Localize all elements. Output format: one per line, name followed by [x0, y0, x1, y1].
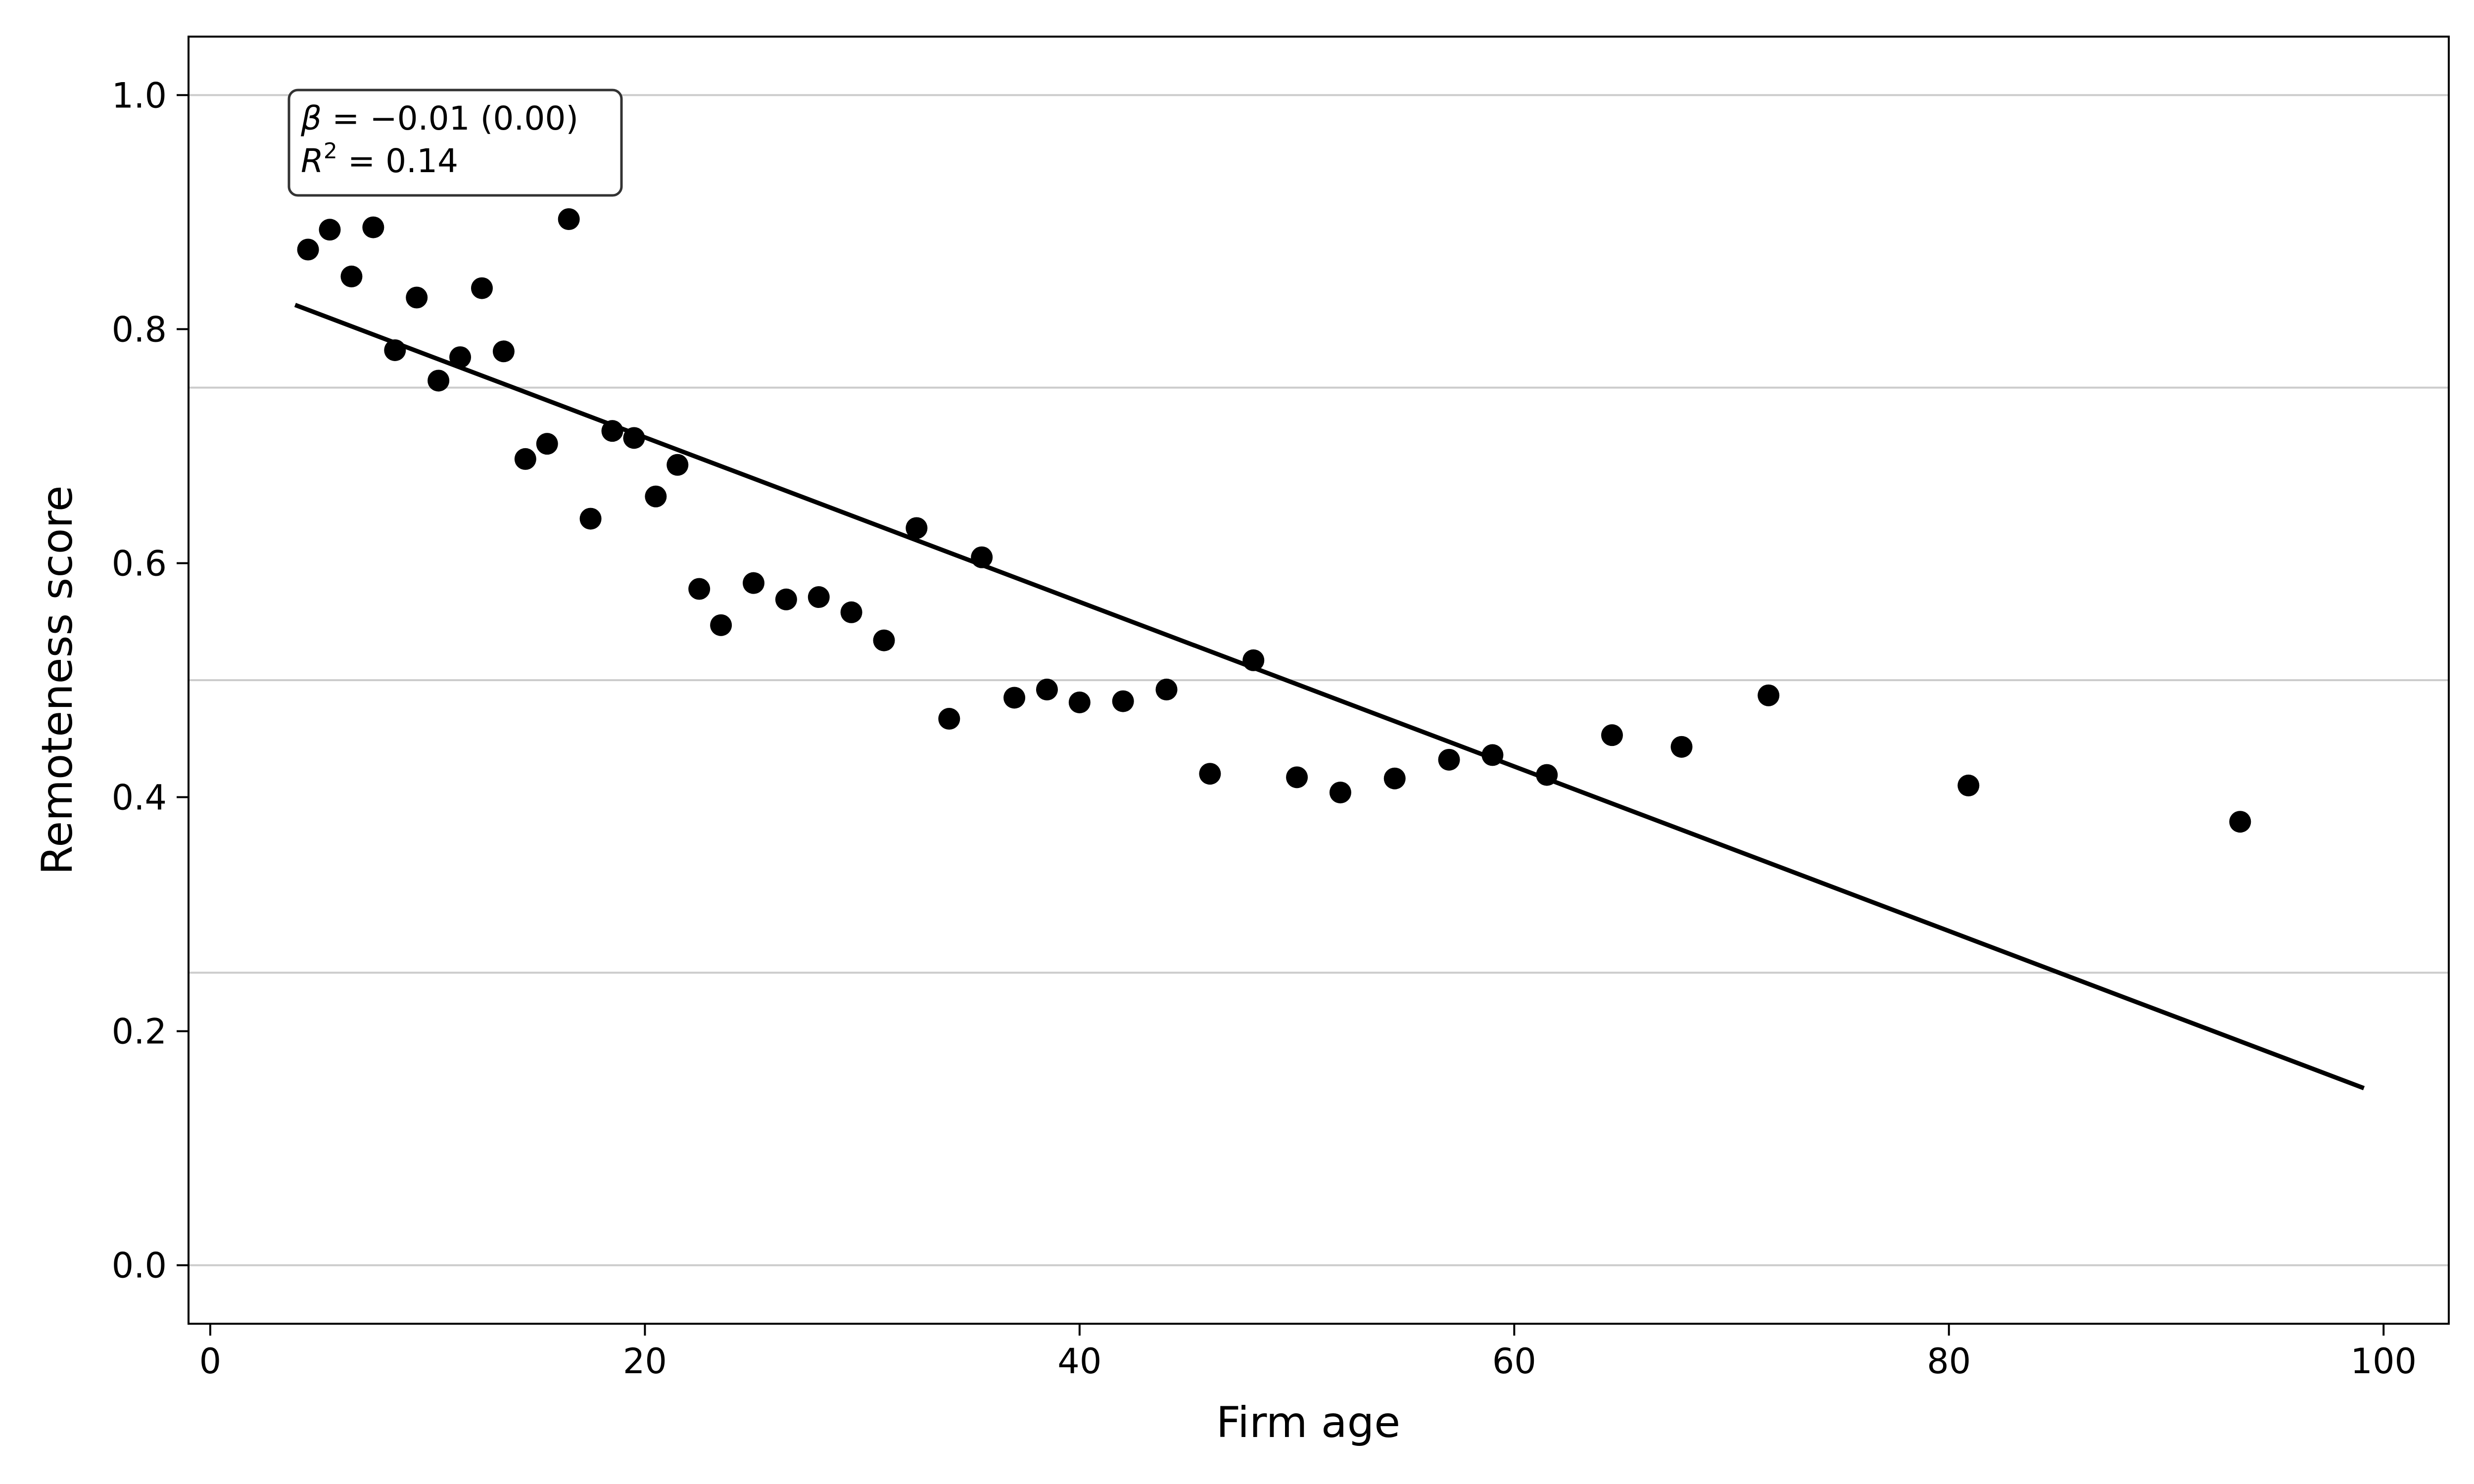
- plot-area-frame: [188, 36, 2450, 1325]
- x-tick-label: 60: [1492, 1341, 1536, 1382]
- data-point: [688, 578, 711, 600]
- annotation-beta: β = −0.01 (0.00): [300, 99, 578, 138]
- data-point: [319, 219, 341, 241]
- data-point: [1112, 690, 1134, 712]
- y-tick-label: 0.0: [112, 1246, 167, 1286]
- x-tick-label: 100: [2350, 1341, 2417, 1382]
- data-point: [2229, 811, 2251, 833]
- y-tick-label: 0.4: [112, 778, 167, 818]
- data-point: [362, 216, 384, 238]
- data-point: [1601, 724, 1623, 746]
- data-point: [1286, 766, 1308, 788]
- data-point: [579, 508, 602, 530]
- data-point: [645, 485, 667, 508]
- data-point: [1383, 767, 1406, 789]
- data-point: [1003, 687, 1026, 709]
- data-point: [743, 572, 764, 594]
- data-point: [340, 265, 363, 287]
- data-point: [971, 546, 993, 568]
- regression-annotation: β = −0.01 (0.00) R2 = 0.14: [287, 89, 623, 197]
- r2-symbol: R: [301, 142, 324, 180]
- data-point: [775, 588, 797, 610]
- data-point: [710, 614, 732, 636]
- r2-value: = 0.14: [337, 142, 458, 180]
- annotation-r2: R2 = 0.14: [301, 139, 458, 180]
- y-tick-label: 0.6: [112, 543, 167, 584]
- data-point: [514, 448, 536, 470]
- data-point: [384, 339, 406, 361]
- data-point: [1242, 649, 1265, 671]
- y-axis-ticks: 0.0 0.2 0.4 0.6 0.8 1.0: [112, 75, 189, 1286]
- data-point: [623, 427, 645, 449]
- x-tick-label: 40: [1057, 1341, 1101, 1382]
- data-point: [428, 370, 450, 392]
- data-point: [1957, 774, 1980, 796]
- data-point: [601, 420, 623, 442]
- data-point: [297, 238, 319, 261]
- data-point: [1670, 736, 1693, 758]
- x-tick-label: 80: [1927, 1341, 1971, 1382]
- data-point: [840, 601, 862, 623]
- data-point: [1199, 763, 1221, 785]
- data-point: [905, 517, 928, 539]
- x-axis-ticks: 0 20 40 60 80 100: [199, 1324, 2417, 1382]
- data-point: [873, 629, 895, 651]
- beta-symbol: β: [300, 99, 322, 138]
- data-point: [1536, 764, 1558, 786]
- y-axis-label: Remoteness score: [33, 485, 82, 875]
- r2-superscript: 2: [324, 139, 337, 164]
- data-point: [1758, 684, 1780, 706]
- data-point: [406, 286, 428, 309]
- data-point: [492, 340, 515, 363]
- data-point: [1036, 678, 1058, 700]
- gridlines: [189, 94, 2449, 1266]
- data-point: [1481, 744, 1504, 766]
- data-point: [666, 454, 689, 476]
- data-point: [808, 586, 830, 608]
- data-point: [449, 346, 472, 369]
- data-point: [1068, 691, 1091, 713]
- y-tick-label: 0.8: [112, 309, 167, 350]
- data-point: [1438, 748, 1460, 771]
- data-point: [471, 277, 493, 299]
- data-point: [1155, 678, 1178, 700]
- data-point: [1329, 782, 1351, 804]
- data-point: [558, 208, 580, 231]
- y-tick-label: 1.0: [112, 75, 167, 116]
- data-point: [938, 708, 960, 730]
- beta-value: = −0.01 (0.00): [322, 99, 578, 138]
- data-points: [297, 208, 2251, 833]
- data-point: [536, 433, 558, 455]
- x-tick-label: 0: [199, 1341, 222, 1382]
- annotation-box: [287, 89, 623, 197]
- x-tick-label: 20: [623, 1341, 667, 1382]
- x-axis-label: Firm age: [1216, 1398, 1400, 1447]
- y-tick-label: 0.2: [112, 1012, 167, 1052]
